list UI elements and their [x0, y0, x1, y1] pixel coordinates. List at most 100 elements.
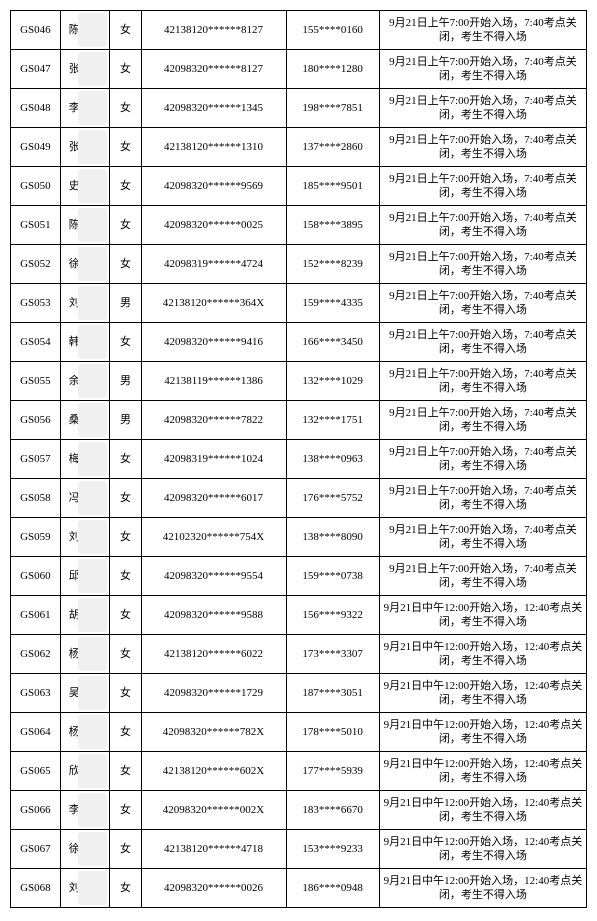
name-text: 邱 [63, 569, 108, 583]
cell-id: GS058 [11, 479, 61, 518]
cell-phone: 187****3051 [286, 674, 379, 713]
cell-name: 张 [60, 50, 110, 89]
cell-phone: 176****5752 [286, 479, 379, 518]
cell-idnumber: 42098320******1729 [141, 674, 286, 713]
cell-idnumber: 42098320******7822 [141, 401, 286, 440]
table-row: GS056桑男42098320******7822132****17519月21… [11, 401, 587, 440]
cell-id: GS061 [11, 596, 61, 635]
table-row: GS066李女42098320******002X183****66709月21… [11, 791, 587, 830]
cell-note: 9月21日中午12:00开始入场，12:40考点关闭，考生不得入场 [379, 674, 586, 713]
table-row: GS063吴女42098320******1729187****30519月21… [11, 674, 587, 713]
cell-name: 徐 [60, 830, 110, 869]
cell-phone: 186****0948 [286, 869, 379, 908]
cell-note: 9月21日中午12:00开始入场，12:40考点关闭，考生不得入场 [379, 635, 586, 674]
cell-id: GS068 [11, 869, 61, 908]
cell-id: GS067 [11, 830, 61, 869]
cell-phone: 132****1029 [286, 362, 379, 401]
cell-id: GS055 [11, 362, 61, 401]
cell-name: 徐 [60, 245, 110, 284]
cell-note: 9月21日上午7:00开始入场，7:40考点关闭，考生不得入场 [379, 440, 586, 479]
cell-note: 9月21日上午7:00开始入场，7:40考点关闭，考生不得入场 [379, 284, 586, 323]
cell-phone: 156****9322 [286, 596, 379, 635]
cell-sex: 女 [110, 206, 141, 245]
cell-sex: 女 [110, 245, 141, 284]
name-text: 欣 [63, 764, 108, 778]
cell-id: GS062 [11, 635, 61, 674]
cell-sex: 女 [110, 713, 141, 752]
table-row: GS058冯女42098320******6017176****57529月21… [11, 479, 587, 518]
cell-idnumber: 42098320******0025 [141, 206, 286, 245]
name-text: 张 [63, 140, 108, 154]
cell-idnumber: 42138120******602X [141, 752, 286, 791]
cell-id: GS047 [11, 50, 61, 89]
table-row: GS052徐女42098319******4724152****82399月21… [11, 245, 587, 284]
cell-id: GS060 [11, 557, 61, 596]
name-text: 刘 [63, 881, 108, 895]
cell-sex: 女 [110, 50, 141, 89]
cell-phone: 152****8239 [286, 245, 379, 284]
name-text: 梅 [63, 452, 108, 466]
cell-phone: 155****0160 [286, 11, 379, 50]
cell-idnumber: 42098320******1345 [141, 89, 286, 128]
cell-sex: 女 [110, 479, 141, 518]
table-row: GS059刘女42102320******754X138****80909月21… [11, 518, 587, 557]
cell-id: GS054 [11, 323, 61, 362]
cell-phone: 138****8090 [286, 518, 379, 557]
cell-sex: 男 [110, 284, 141, 323]
cell-phone: 132****1751 [286, 401, 379, 440]
table-row: GS062杨女42138120******6022173****33079月21… [11, 635, 587, 674]
cell-id: GS051 [11, 206, 61, 245]
cell-sex: 女 [110, 674, 141, 713]
cell-note: 9月21日上午7:00开始入场，7:40考点关闭，考生不得入场 [379, 89, 586, 128]
cell-name: 梅 [60, 440, 110, 479]
cell-sex: 女 [110, 791, 141, 830]
cell-sex: 女 [110, 89, 141, 128]
name-text: 余 [63, 374, 108, 388]
cell-idnumber: 42098320******002X [141, 791, 286, 830]
cell-id: GS057 [11, 440, 61, 479]
cell-note: 9月21日上午7:00开始入场，7:40考点关闭，考生不得入场 [379, 128, 586, 167]
cell-phone: 183****6670 [286, 791, 379, 830]
cell-idnumber: 42138120******8127 [141, 11, 286, 50]
name-text: 胡 [63, 608, 108, 622]
name-text: 李 [63, 101, 108, 115]
cell-id: GS065 [11, 752, 61, 791]
cell-name: 史 [60, 167, 110, 206]
cell-name: 吴 [60, 674, 110, 713]
cell-id: GS066 [11, 791, 61, 830]
cell-idnumber: 42098319******1024 [141, 440, 286, 479]
cell-id: GS053 [11, 284, 61, 323]
cell-name: 李 [60, 791, 110, 830]
cell-name: 桑 [60, 401, 110, 440]
cell-id: GS052 [11, 245, 61, 284]
table-row: GS047张女42098320******8127180****12809月21… [11, 50, 587, 89]
cell-idnumber: 42098320******0026 [141, 869, 286, 908]
cell-sex: 女 [110, 518, 141, 557]
cell-name: 胡 [60, 596, 110, 635]
name-text: 张 [63, 62, 108, 76]
table-row: GS068刘女42098320******0026186****09489月21… [11, 869, 587, 908]
cell-id: GS063 [11, 674, 61, 713]
cell-sex: 女 [110, 128, 141, 167]
cell-phone: 180****1280 [286, 50, 379, 89]
cell-sex: 女 [110, 557, 141, 596]
cell-phone: 159****4335 [286, 284, 379, 323]
table-row: GS064杨女42098320******782X178****50109月21… [11, 713, 587, 752]
cell-note: 9月21日上午7:00开始入场，7:40考点关闭，考生不得入场 [379, 206, 586, 245]
cell-idnumber: 42138120******364X [141, 284, 286, 323]
cell-idnumber: 42138120******6022 [141, 635, 286, 674]
cell-name: 李 [60, 89, 110, 128]
cell-note: 9月21日上午7:00开始入场，7:40考点关闭，考生不得入场 [379, 401, 586, 440]
cell-name: 杨 [60, 713, 110, 752]
cell-name: 余 [60, 362, 110, 401]
table-row: GS067徐女42138120******4718153****92339月21… [11, 830, 587, 869]
cell-sex: 男 [110, 401, 141, 440]
cell-note: 9月21日上午7:00开始入场，7:40考点关闭，考生不得入场 [379, 50, 586, 89]
cell-note: 9月21日上午7:00开始入场，7:40考点关闭，考生不得入场 [379, 518, 586, 557]
name-text: 李 [63, 803, 108, 817]
cell-sex: 女 [110, 635, 141, 674]
name-text: 桑 [63, 413, 108, 427]
cell-phone: 177****5939 [286, 752, 379, 791]
cell-sex: 女 [110, 440, 141, 479]
name-text: 史 [63, 179, 108, 193]
